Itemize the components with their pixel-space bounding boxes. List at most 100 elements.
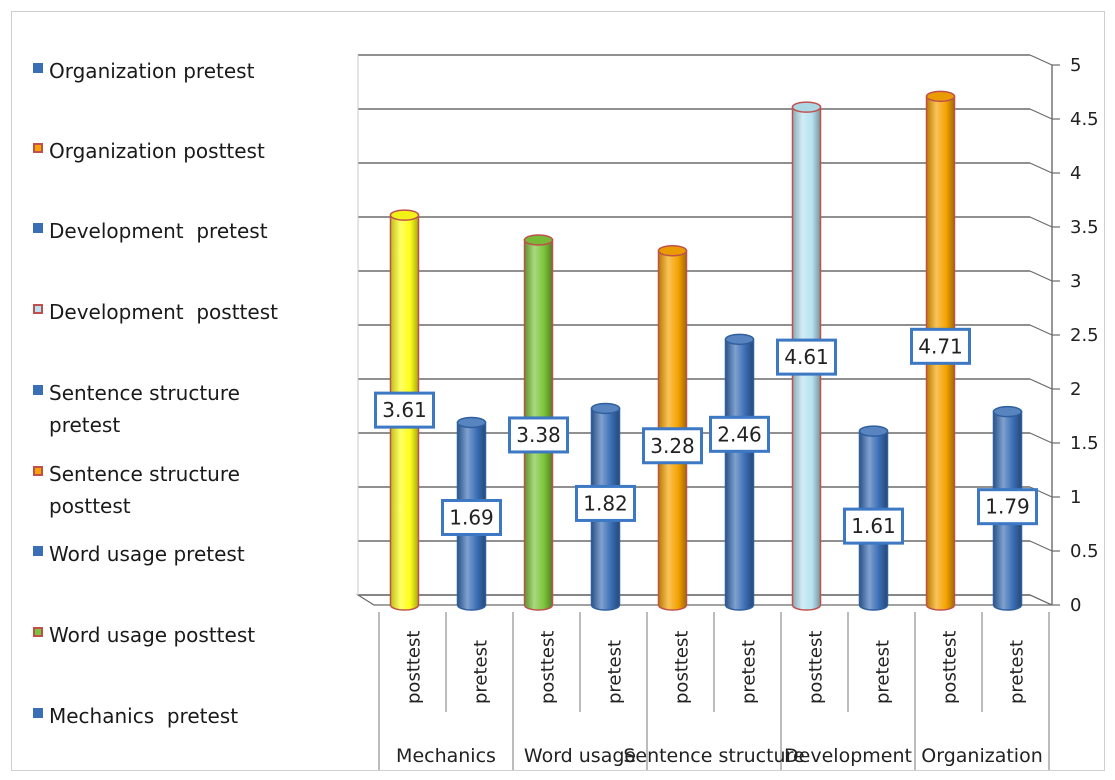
data-label-text: 1.79 [985, 495, 1030, 519]
legend-item: Organization posttest [33, 135, 265, 167]
x-tick-label: pretest [1007, 640, 1028, 704]
gridline-depth [1029, 324, 1053, 336]
data-label: 2.46 [709, 415, 770, 453]
data-label-box [843, 507, 904, 545]
x-group-label: Sentence structure [623, 745, 804, 767]
legend-swatch [33, 546, 43, 556]
y-tick-label: 1 [1070, 487, 1081, 508]
legend-item: Development pretest [33, 215, 268, 247]
y-tick-label: 3.5 [1070, 217, 1099, 238]
data-label-text: 1.69 [449, 505, 494, 529]
legend-item: Organization pretest [33, 55, 254, 87]
legend-label: Sentence structure pretest [49, 381, 240, 437]
chart-frame [11, 11, 1105, 771]
data-label-text: 1.61 [851, 514, 896, 538]
bar-top [724, 333, 755, 346]
x-tick-label: pretest [605, 640, 626, 704]
data-label: 4.61 [776, 338, 837, 376]
x-tick-label: pretest [471, 640, 492, 704]
gridline-depth [1029, 378, 1053, 390]
data-label-text: 3.38 [516, 423, 561, 447]
x-group-label: Word usage [524, 745, 636, 767]
legend-swatch [33, 708, 43, 718]
x-group-label: Development [784, 745, 912, 767]
legend-swatch [33, 627, 43, 637]
legend-item: Word usage pretest [33, 538, 245, 570]
data-label-box [441, 498, 502, 536]
data-label: 1.82 [575, 484, 636, 522]
bar-pretest [724, 333, 755, 611]
y-tick-label: 2.5 [1070, 325, 1099, 346]
y-tick-label: 0.5 [1070, 541, 1099, 562]
data-label-text: 4.71 [918, 334, 963, 358]
x-tick-label: posttest [672, 631, 693, 704]
data-label-box [508, 416, 569, 454]
bar-top [791, 101, 822, 113]
legend-item: Sentence structure posttest [33, 458, 240, 522]
data-label-box [642, 427, 703, 465]
data-label-text: 1.82 [583, 491, 628, 515]
bar-top [590, 402, 621, 415]
bar-top [925, 90, 956, 103]
data-label-box [575, 484, 636, 522]
y-tick-label: 0 [1070, 595, 1081, 616]
x-tick-label: pretest [873, 640, 894, 704]
legend-label: Development pretest [49, 219, 268, 243]
data-label: 3.38 [508, 416, 569, 454]
legend-item: Word usage posttest [33, 619, 255, 651]
bar-top [858, 425, 889, 437]
gridline-depth [1029, 54, 1053, 66]
data-label-text: 2.46 [717, 422, 762, 446]
legend-item: Sentence structure pretest [33, 377, 240, 441]
data-label: 1.79 [977, 488, 1038, 526]
data-label-text: 4.61 [784, 345, 829, 369]
y-tick-label: 5 [1070, 55, 1081, 76]
gridline-depth [1029, 270, 1053, 282]
gridline-depth [1029, 108, 1053, 120]
gridline-depth [1029, 162, 1053, 174]
legend-label: Word usage posttest [49, 623, 256, 647]
legend-swatch [33, 304, 43, 314]
legend-label: Word usage pretest [49, 542, 245, 566]
gridline-depth [1029, 540, 1053, 552]
chart-legend: Organization pretest Organization posttes… [33, 55, 353, 755]
data-label: 4.71 [910, 327, 971, 365]
bar-top [389, 209, 420, 221]
legend-swatch [33, 63, 43, 73]
legend-label: Mechanics pretest [49, 704, 239, 728]
legend-swatch [33, 385, 43, 395]
data-label-box [709, 415, 770, 453]
legend-label: Sentence structure posttest [49, 462, 240, 518]
x-tick-label: posttest [538, 631, 559, 704]
data-label-box [776, 338, 837, 376]
legend-label: Organization posttest [49, 139, 265, 163]
data-label-text: 3.61 [382, 398, 427, 422]
x-tick-label: posttest [940, 631, 961, 704]
x-group-label: Mechanics [396, 745, 496, 767]
gridline-depth [1029, 432, 1053, 444]
data-label: 3.61 [374, 391, 435, 429]
legend-swatch [33, 223, 43, 233]
gridline-depth [1029, 216, 1053, 228]
bar-body [724, 338, 755, 611]
data-label-box [977, 488, 1038, 526]
bar-top [657, 245, 688, 257]
x-tick-label: posttest [404, 631, 425, 704]
legend-swatch [33, 143, 43, 153]
legend-item: Development posttest [33, 296, 278, 328]
y-tick-label: 4 [1070, 163, 1081, 184]
data-label-box [374, 391, 435, 429]
x-tick-label: posttest [806, 631, 827, 704]
legend-swatch [33, 466, 43, 476]
legend-label: Development posttest [49, 300, 278, 324]
y-tick-label: 2 [1070, 379, 1081, 400]
bar-top [456, 416, 487, 429]
x-tick-label: pretest [739, 640, 760, 704]
data-label-text: 3.28 [650, 434, 695, 458]
legend-label: Organization pretest [49, 59, 255, 83]
y-tick-label: 1.5 [1070, 433, 1099, 454]
legend-item: Mechanics pretest [33, 700, 238, 732]
data-label: 3.28 [642, 427, 703, 465]
bar-top [992, 405, 1023, 418]
